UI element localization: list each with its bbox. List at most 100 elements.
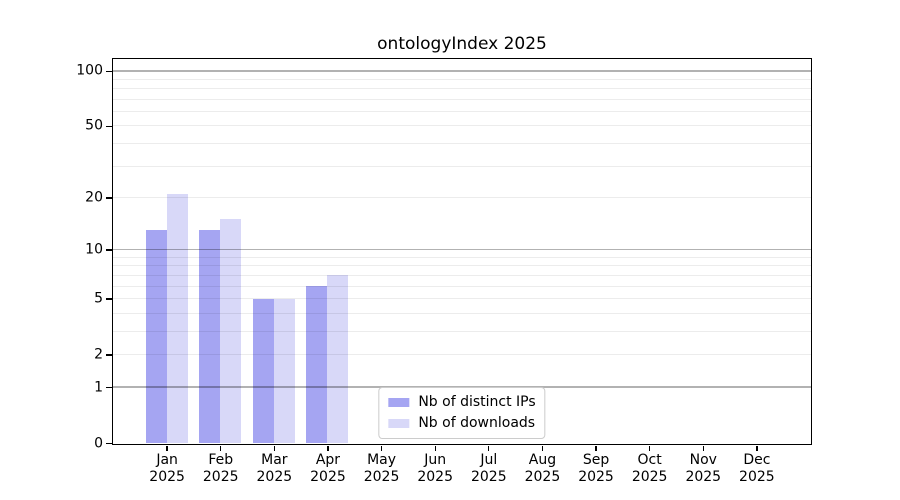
x-tick-label-feb: Feb 2025: [181, 452, 261, 485]
legend-item-distinct-ips: Nb of distinct IPs: [388, 394, 536, 411]
x-tick-label-jun: Jun 2025: [395, 452, 475, 485]
x-tick-month: Oct: [637, 452, 662, 468]
gridline-minor-80: [113, 88, 811, 90]
bars-layer: [113, 59, 811, 444]
gridline-minor-6: [113, 285, 811, 287]
y-tick-50: [105, 125, 112, 128]
x-tick-year: 2025: [417, 468, 453, 485]
x-tick-month: May: [367, 452, 397, 468]
x-tick-label-aug: Aug 2025: [502, 452, 582, 485]
x-tick-label-may: May 2025: [342, 452, 422, 485]
gridline-minor-3: [113, 330, 811, 332]
x-tick-month: Sep: [582, 452, 610, 468]
gridline-minor-40: [113, 143, 811, 145]
x-tick-year: 2025: [739, 468, 775, 485]
x-tick-label-nov: Nov 2025: [663, 452, 743, 485]
y-tick-100: [105, 70, 112, 72]
gridline-minor-4: [113, 312, 811, 314]
x-tick-year: 2025: [631, 468, 668, 485]
y-tick-20: [105, 197, 112, 199]
legend: Nb of distinct IPs Nb of downloads: [378, 387, 546, 439]
y-tick-5: [105, 298, 112, 300]
x-tick-month: Feb: [208, 452, 234, 468]
bar-nb-of-downloads-apr: [327, 275, 349, 443]
y-tick-1: [105, 386, 112, 389]
x-tick-year: 2025: [202, 468, 239, 485]
gridline-minor-7: [113, 274, 811, 276]
bar-nb-of-distinct-ips-mar: [252, 298, 274, 443]
y-tick-label-2: 2: [94, 346, 103, 363]
x-tick-label-jul: Jul 2025: [449, 452, 529, 485]
x-tick-month: Apr: [315, 452, 341, 468]
y-tick-10: [105, 249, 112, 251]
gridline-minor-90: [113, 78, 811, 80]
x-tick-month: Jun: [424, 452, 447, 468]
x-tick-year: 2025: [524, 468, 561, 485]
x-tick-year: 2025: [256, 468, 293, 485]
bar-nb-of-distinct-ips-feb: [199, 230, 221, 443]
x-tick-year: 2025: [685, 468, 722, 485]
y-tick-label-100: 100: [76, 62, 103, 79]
y-tick-0: [105, 442, 112, 445]
gridline-minor-50: [113, 125, 811, 127]
y-tick-label-20: 20: [85, 189, 103, 206]
y-tick-label-0: 0: [94, 435, 103, 451]
x-tick-year: 2025: [470, 468, 507, 485]
x-tick-oct: [649, 445, 651, 451]
x-tick-jan: [166, 445, 168, 451]
y-tick-label-10: 10: [85, 241, 103, 258]
legend-swatch-distinct-ips: [388, 398, 410, 407]
legend-label-distinct-ips: Nb of distinct IPs: [418, 394, 536, 410]
bar-nb-of-distinct-ips-apr: [306, 286, 328, 443]
gridline-minor-70: [113, 98, 811, 100]
x-tick-month: Dec: [743, 452, 771, 468]
x-tick-month: Nov: [689, 452, 717, 468]
gridline-minor-2: [113, 353, 811, 355]
x-tick-month: Mar: [261, 452, 288, 468]
bar-nb-of-downloads-jan: [166, 193, 188, 443]
gridline-minor-5: [113, 298, 811, 300]
legend-swatch-downloads: [388, 419, 410, 428]
x-tick-sep: [595, 445, 597, 451]
x-tick-mar: [273, 445, 275, 451]
y-tick-label-50: 50: [85, 117, 103, 134]
x-tick-year: 2025: [310, 468, 346, 485]
x-tick-label-oct: Oct 2025: [610, 452, 690, 485]
gridline-minor-60: [113, 111, 811, 113]
x-tick-aug: [541, 445, 544, 451]
gridline-major-100: [113, 70, 811, 72]
bar-nb-of-downloads-feb: [220, 219, 242, 443]
x-tick-label-jan: Jan 2025: [127, 452, 207, 485]
legend-label-downloads: Nb of downloads: [418, 415, 536, 431]
gridline-minor-20: [113, 197, 811, 198]
gridline-minor-30: [113, 165, 811, 167]
x-tick-label-dec: Dec 2025: [717, 452, 797, 485]
x-tick-year: 2025: [363, 468, 400, 485]
y-tick-label-5: 5: [94, 290, 103, 307]
x-tick-apr: [327, 445, 329, 451]
x-tick-dec: [756, 445, 758, 451]
x-tick-label-sep: Sep 2025: [556, 452, 636, 485]
x-tick-may: [380, 445, 383, 451]
y-tick-label-1: 1: [94, 379, 103, 396]
x-tick-nov: [702, 445, 704, 451]
x-tick-month: Aug: [528, 452, 557, 468]
y-tick-2: [105, 354, 112, 356]
plot-area: Nb of distinct IPs Nb of downloads: [112, 58, 812, 445]
gridline-major-10: [113, 248, 811, 251]
x-tick-month: Jan: [156, 452, 178, 468]
bar-nb-of-distinct-ips-jan: [145, 230, 167, 443]
x-tick-jul: [488, 445, 490, 451]
gridline-minor-8: [113, 265, 811, 267]
x-tick-feb: [220, 445, 222, 451]
bar-nb-of-downloads-mar: [273, 298, 295, 443]
x-tick-label-apr: Apr 2025: [288, 452, 368, 485]
gridline-minor-9: [113, 256, 811, 258]
chart-title: ontologyIndex 2025: [377, 34, 547, 54]
x-tick-year: 2025: [149, 468, 185, 485]
legend-item-downloads: Nb of downloads: [388, 415, 535, 432]
x-tick-label-mar: Mar 2025: [234, 452, 314, 485]
x-tick-month: Jul: [480, 452, 498, 468]
x-tick-jun: [434, 445, 436, 451]
